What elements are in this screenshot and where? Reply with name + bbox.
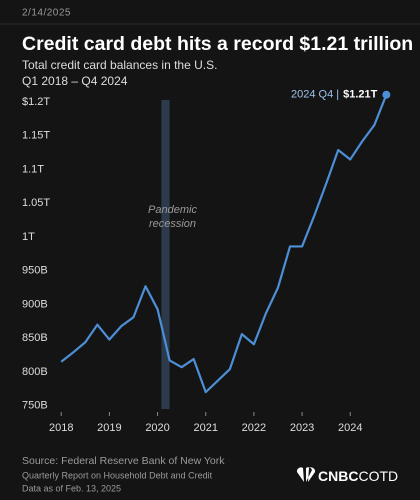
y-tick-label: 1.15T xyxy=(22,130,50,142)
logo-cotd: COTD xyxy=(358,468,398,484)
x-tick-label: 2019 xyxy=(97,422,121,434)
x-tick-label: 2024 xyxy=(338,422,362,434)
y-tick-label: 800B xyxy=(22,366,48,378)
y-tick-label: 1.05T xyxy=(22,197,50,209)
y-tick-label: 900B xyxy=(22,298,48,310)
y-tick-label: 1.1T xyxy=(22,163,44,175)
logo: CNBCCOTD xyxy=(296,467,398,484)
annotation: 2024 Q4 | $1.21T xyxy=(291,89,378,101)
chart-title: Credit card debt hits a record $1.21 tri… xyxy=(22,33,413,55)
y-tick-label: 950B xyxy=(22,265,48,277)
band-label: recession xyxy=(149,218,196,230)
logo-icon xyxy=(296,467,316,482)
source-note: Data as of Feb. 13, 2025 xyxy=(22,483,121,493)
x-tick-label: 2023 xyxy=(290,422,314,434)
x-tick-label: 2022 xyxy=(242,422,266,434)
annotation-label: 2024 Q4 | xyxy=(291,89,339,101)
line xyxy=(60,94,388,394)
y-tick-label: 750B xyxy=(22,400,48,412)
recession-band xyxy=(161,100,170,409)
value-label: $1.21T xyxy=(343,89,378,101)
x-tick-label: 2020 xyxy=(145,422,169,434)
y-tick-label: $1.2T xyxy=(22,96,50,108)
band-label: Pandemic xyxy=(148,204,197,216)
logo-cnbc: CNBC xyxy=(318,468,358,484)
subtitle: Total credit card balances in the U.S. xyxy=(22,58,217,72)
y-tick-label: 1T xyxy=(22,231,35,243)
logo-text: CNBCCOTD xyxy=(318,468,398,484)
x-tick-label: 2018 xyxy=(49,422,73,434)
x-tick-label: 2021 xyxy=(193,422,217,434)
y-tick-label: 850B xyxy=(22,332,48,344)
source: Source: Federal Reserve Bank of New York xyxy=(22,455,225,467)
source-note: Quarterly Report on Household Debt and C… xyxy=(22,470,213,480)
subtitle: Q1 2018 – Q4 2024 xyxy=(22,74,128,88)
end-point xyxy=(382,90,391,99)
date: 2/14/2025 xyxy=(22,8,71,19)
